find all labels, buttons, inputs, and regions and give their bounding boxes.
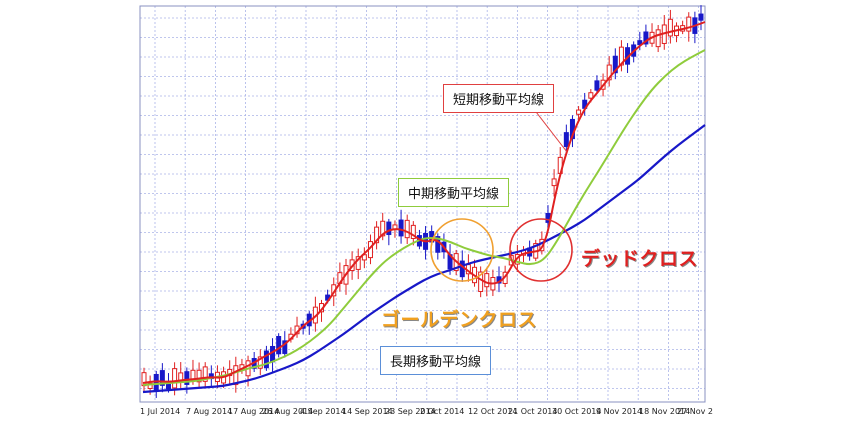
candle-body	[563, 132, 569, 147]
x-tick-label: 4 Sep 2014	[300, 407, 346, 416]
candle-body	[698, 13, 704, 21]
candle-body	[276, 336, 282, 355]
candle-body	[184, 371, 190, 385]
candle-body	[686, 16, 692, 32]
candle-body	[606, 64, 612, 81]
dead-cross-label: デッドクロス	[581, 248, 699, 270]
candle-body	[270, 345, 276, 363]
candle-body	[612, 55, 618, 74]
candle-body	[380, 220, 386, 237]
candle-body	[410, 224, 416, 239]
candle-body	[165, 383, 171, 390]
golden-cross-circle	[430, 218, 494, 282]
golden-cross-label: ゴールデンクロス	[381, 309, 538, 331]
candle-body	[196, 369, 202, 383]
x-tick-label: 17 Aug 2014	[228, 407, 279, 416]
series-line	[142, 21, 706, 384]
mid-ma-callout: 中期移動平均線	[398, 178, 510, 207]
x-tick-label: 7 Aug 2014	[186, 407, 232, 416]
candle-body	[398, 219, 404, 237]
candle-body	[282, 340, 288, 354]
short-ma-callout: 短期移動平均線	[443, 84, 555, 113]
candle-body	[374, 226, 380, 244]
plot-frame	[139, 5, 706, 403]
callout-pointer	[532, 107, 568, 153]
long-ma-callout: 長期移動平均線	[380, 346, 492, 375]
x-tick-label: 23 Sep 2014	[385, 407, 436, 416]
candle-body	[147, 382, 153, 389]
candle-body	[643, 31, 649, 45]
candle-body	[386, 221, 392, 236]
candle-body	[263, 350, 269, 369]
series-line	[142, 49, 706, 386]
candle-body	[435, 236, 441, 253]
x-tick-label: 30 Oct 2014	[552, 407, 601, 416]
x-tick-label: 1 Jul 2014	[140, 407, 180, 416]
candle-body	[576, 109, 582, 115]
x-tick-label: 21 Oct 2014	[508, 407, 557, 416]
dead-cross-circle	[509, 218, 573, 282]
candle-body	[404, 219, 410, 239]
candle-body	[153, 373, 159, 392]
series-line	[142, 124, 706, 394]
x-tick-label: 27 Nov 2	[677, 407, 713, 416]
candle-body	[172, 368, 178, 389]
x-tick-label: 12 Oct 2014	[468, 407, 517, 416]
x-tick-label: 9 Nov 2014	[596, 407, 642, 416]
x-tick-label: 14 Sep 2014	[342, 407, 393, 416]
x-tick-label: 2 Oct 2014	[420, 407, 464, 416]
candle-body	[257, 356, 263, 369]
candle-body	[588, 92, 594, 99]
candle-body	[484, 273, 490, 288]
candle-body	[655, 29, 661, 48]
x-tick-label: 18 Nov 2014	[639, 407, 690, 416]
candle-body	[551, 178, 557, 187]
candle-body	[202, 366, 208, 382]
candle-body	[459, 260, 465, 278]
x-tick-label: 26 Aug 2014	[262, 407, 313, 416]
candle-body	[667, 18, 673, 37]
candle-body	[233, 365, 239, 386]
candle-body	[594, 80, 600, 91]
candle-body	[159, 370, 165, 386]
